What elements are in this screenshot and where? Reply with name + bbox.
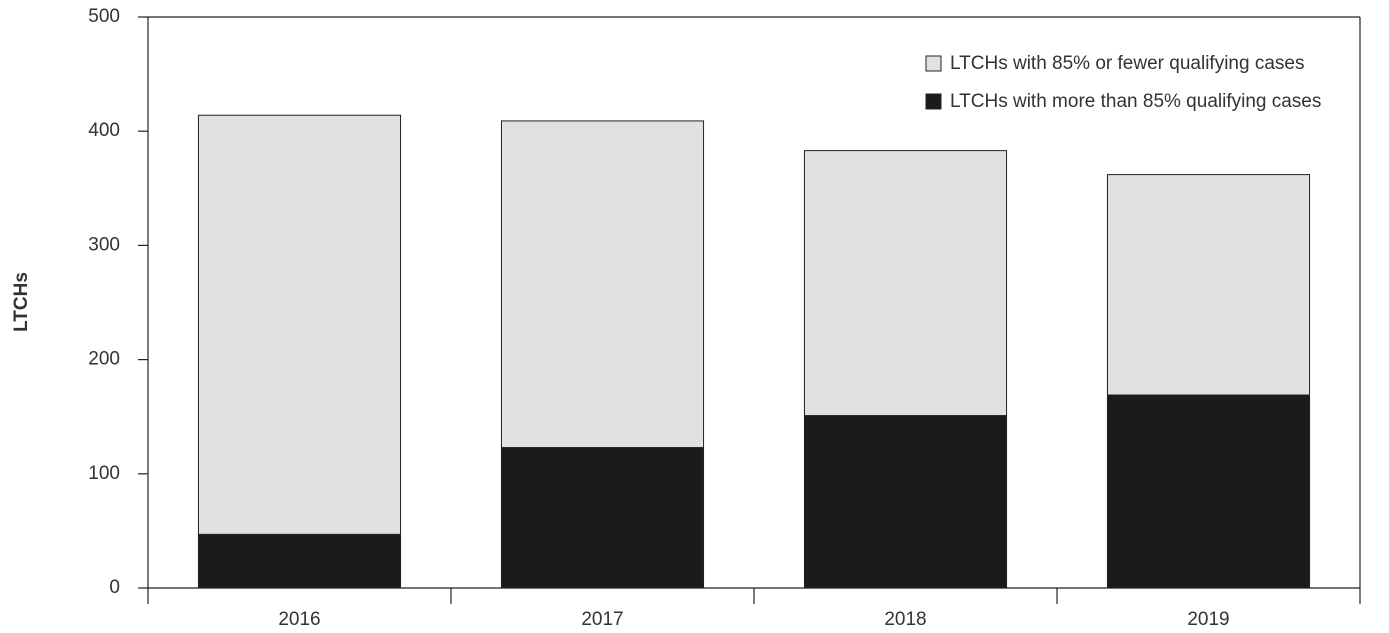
bar-segment — [197, 533, 402, 589]
y-tick-label: 100 — [88, 463, 120, 484]
legend-swatch — [925, 55, 942, 72]
x-tick-label: 2018 — [884, 609, 926, 630]
y-tick-label: 500 — [88, 6, 120, 27]
y-axis-label: LTCHs — [11, 272, 32, 332]
y-tick-label: 300 — [88, 234, 120, 255]
legend-label: LTCHs with 85% or fewer qualifying cases — [950, 53, 1304, 74]
x-tick-label: 2017 — [581, 609, 623, 630]
legend-label: LTCHs with more than 85% qualifying case… — [950, 91, 1321, 112]
x-tick-label: 2016 — [278, 609, 320, 630]
bar-segment — [500, 120, 705, 449]
bar-segment — [1106, 394, 1311, 589]
y-tick-label: 0 — [109, 577, 120, 598]
bar-segment — [803, 150, 1008, 417]
legend-swatch — [925, 93, 942, 110]
bar-segment — [803, 415, 1008, 589]
y-tick-label: 200 — [88, 349, 120, 370]
y-tick-label: 400 — [88, 120, 120, 141]
bar-segment — [1106, 174, 1311, 396]
bar-segment — [500, 447, 705, 589]
x-tick-label: 2019 — [1187, 609, 1229, 630]
bar-segment — [197, 114, 402, 535]
